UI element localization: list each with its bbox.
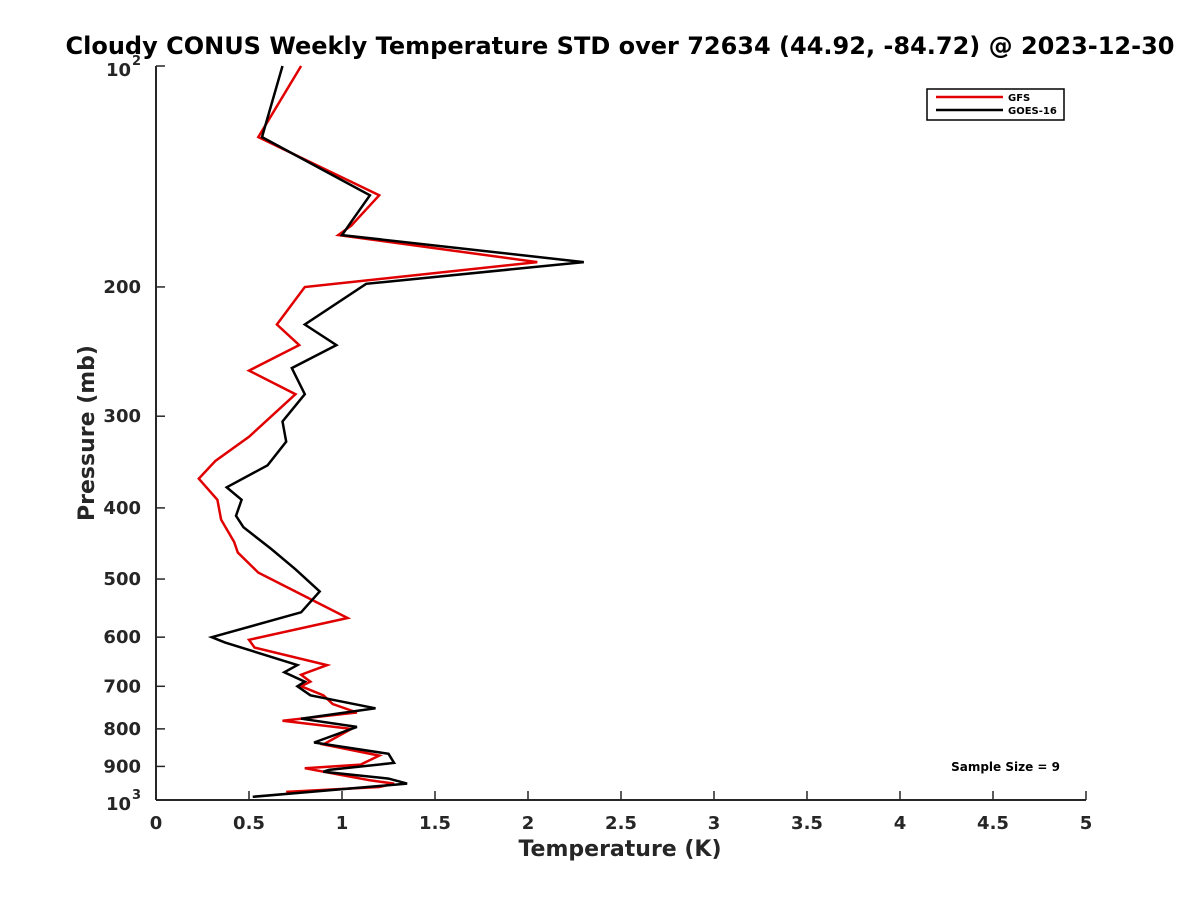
- x-tick-label: 5: [1080, 813, 1093, 834]
- y-tick-label-top-base: 10: [106, 60, 131, 81]
- x-tick-label: 2.5: [605, 813, 637, 834]
- x-tick-label: 1.5: [419, 813, 451, 834]
- x-tick-label: 2: [522, 813, 535, 834]
- y-tick-label-bottom-base: 10: [106, 794, 131, 815]
- axes: 0 0.5 1 1.5 2 2.5 3 3.5 4 4.5 5 200 300 400 500 600 700 8…: [103, 54, 1092, 834]
- y-tick-label-top-exponent: 2: [132, 54, 141, 69]
- x-tick-label: 1: [336, 813, 349, 834]
- y-tick-label: 600: [103, 627, 141, 648]
- x-tick-label: 3.5: [791, 813, 823, 834]
- x-tick-label: 4.5: [977, 813, 1009, 834]
- series-line-goes-16: [207, 65, 584, 799]
- y-tick-label: 700: [103, 676, 141, 697]
- y-tick-label: 500: [103, 569, 141, 590]
- x-tick-label: 4: [894, 813, 907, 834]
- legend: GFS GOES-16: [926, 88, 1065, 121]
- series-layer: [197, 65, 584, 799]
- y-axis-label: Pressure (mb): [75, 345, 100, 521]
- y-tick-label: 300: [103, 406, 141, 427]
- x-tick-label: 0.5: [233, 813, 265, 834]
- y-tick-label-bottom-exponent: 3: [132, 788, 141, 803]
- legend-label-gfs: GFS: [1008, 93, 1030, 104]
- y-tick-label: 900: [103, 756, 141, 777]
- x-tick-label: 3: [708, 813, 721, 834]
- legend-label-goes-16: GOES-16: [1008, 106, 1057, 117]
- y-tick-label: 200: [103, 277, 141, 298]
- series-line-gfs: [197, 65, 538, 794]
- x-axis-label: Temperature (K): [518, 837, 721, 862]
- x-tick-label: 0: [150, 813, 163, 834]
- chart-title: Cloudy CONUS Weekly Temperature STD over…: [66, 32, 1175, 60]
- y-tick-label: 400: [103, 498, 141, 519]
- legend-box: [926, 88, 1065, 121]
- y-tick-label: 800: [103, 719, 141, 740]
- sample-size-annotation: Sample Size = 9: [951, 760, 1060, 774]
